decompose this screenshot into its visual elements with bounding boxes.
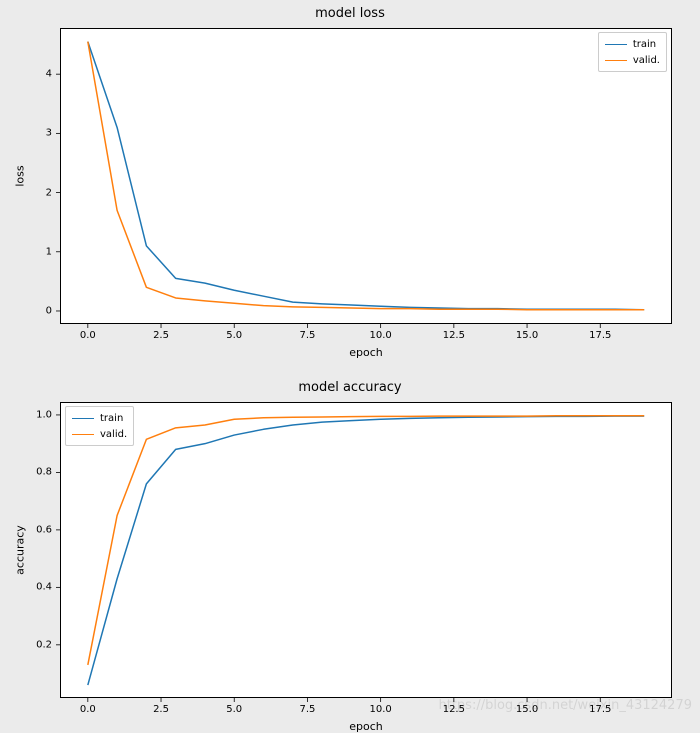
ytick-label: 0.4 xyxy=(36,582,52,593)
legend-label: valid. xyxy=(633,55,660,66)
xtick-label: 10.0 xyxy=(370,330,392,341)
series-train xyxy=(88,416,644,685)
xtick-label: 5.0 xyxy=(226,330,242,341)
watermark-text: https://blog.csdn.net/weixin_43124279 xyxy=(438,698,692,713)
ytick-label: 0.2 xyxy=(36,639,52,650)
loss-chart-title: model loss xyxy=(0,6,700,21)
xtick-label: 15.0 xyxy=(516,704,538,715)
series-train xyxy=(88,42,644,310)
loss-chart xyxy=(60,28,672,324)
ytick-label: 1 xyxy=(46,246,52,257)
loss-legend: train valid. xyxy=(598,32,667,72)
xtick-label: 12.5 xyxy=(443,330,465,341)
xtick-label: 2.5 xyxy=(153,330,169,341)
legend-swatch xyxy=(605,60,627,61)
xtick-label: 0.0 xyxy=(80,704,96,715)
legend-swatch xyxy=(72,418,94,419)
series-valid xyxy=(88,416,644,665)
xtick-label: 0.0 xyxy=(80,330,96,341)
ytick-label: 2 xyxy=(46,187,52,198)
xtick-label: 10.0 xyxy=(370,704,392,715)
ytick-label: 0.6 xyxy=(36,524,52,535)
ytick-label: 3 xyxy=(46,128,52,139)
ytick-label: 4 xyxy=(46,69,52,80)
xtick-label: 12.5 xyxy=(443,704,465,715)
legend-item: valid. xyxy=(72,426,127,442)
xtick-label: 2.5 xyxy=(153,704,169,715)
xtick-label: 7.5 xyxy=(299,704,315,715)
ytick-label: 0 xyxy=(46,305,52,316)
acc-ylabel: accuracy xyxy=(14,402,27,698)
xtick-label: 5.0 xyxy=(226,704,242,715)
xtick-label: 17.5 xyxy=(589,330,611,341)
acc-xlabel: epoch xyxy=(60,720,672,733)
series-valid xyxy=(88,42,644,310)
legend-label: train xyxy=(100,413,123,424)
legend-item: train xyxy=(605,36,660,52)
legend-label: train xyxy=(633,39,656,50)
legend-swatch xyxy=(72,434,94,435)
acc-legend: train valid. xyxy=(65,406,134,446)
ytick-label: 0.8 xyxy=(36,467,52,478)
figure-container: model loss loss epoch train valid. model … xyxy=(0,0,700,719)
loss-ylabel: loss xyxy=(14,28,27,324)
acc-chart xyxy=(60,402,672,698)
xtick-label: 15.0 xyxy=(516,330,538,341)
acc-chart-title: model accuracy xyxy=(0,380,700,395)
legend-swatch xyxy=(605,44,627,45)
legend-item: train xyxy=(72,410,127,426)
xtick-label: 17.5 xyxy=(589,704,611,715)
xtick-label: 7.5 xyxy=(299,330,315,341)
ytick-label: 1.0 xyxy=(36,409,52,420)
legend-label: valid. xyxy=(100,429,127,440)
legend-item: valid. xyxy=(605,52,660,68)
loss-xlabel: epoch xyxy=(60,346,672,359)
